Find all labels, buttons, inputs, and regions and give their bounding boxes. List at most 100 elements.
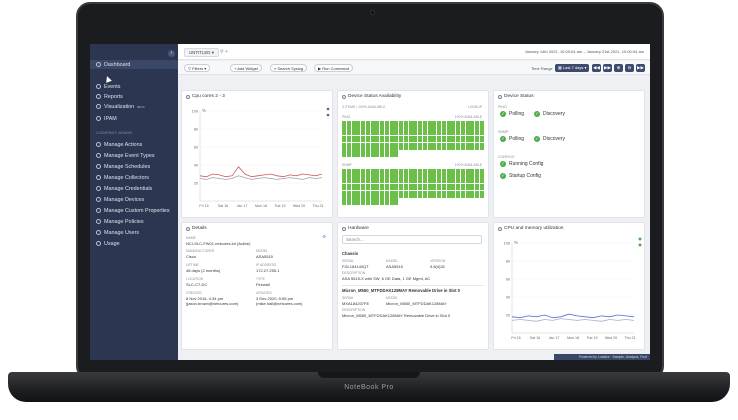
sidebar-item-manage-actions[interactable]: Manage Actions — [96, 140, 176, 149]
availability-cell[interactable] — [365, 176, 370, 184]
availability-cell[interactable] — [437, 121, 442, 128]
availability-cell[interactable] — [384, 135, 389, 143]
availability-cell[interactable] — [413, 142, 418, 150]
availability-cell[interactable] — [451, 176, 456, 184]
availability-cell[interactable] — [394, 169, 399, 176]
availability-cell[interactable] — [408, 135, 413, 143]
availability-cell[interactable] — [432, 198, 436, 205]
availability-cell[interactable] — [460, 190, 465, 198]
availability-cell[interactable] — [342, 128, 347, 136]
availability-cell[interactable] — [399, 198, 403, 205]
availability-cell[interactable] — [446, 142, 451, 150]
availability-cell[interactable] — [346, 121, 351, 128]
availability-cell[interactable] — [351, 190, 356, 198]
availability-cell[interactable] — [456, 121, 461, 128]
sidebar-item-manage-custom-properties[interactable]: Manage Custom Properties — [96, 206, 176, 215]
availability-cell[interactable] — [479, 135, 484, 143]
availability-cell[interactable] — [380, 183, 385, 191]
availability-cell[interactable] — [413, 121, 418, 128]
availability-cell[interactable] — [460, 135, 465, 143]
availability-cell[interactable] — [465, 190, 470, 198]
availability-cell[interactable] — [351, 176, 356, 184]
availability-cell[interactable] — [342, 176, 347, 184]
availability-cell[interactable] — [399, 142, 404, 150]
availability-cell[interactable] — [465, 135, 470, 143]
forward-icon[interactable]: ▶▶ — [603, 64, 612, 72]
availability-cell[interactable] — [346, 190, 351, 198]
availability-cell[interactable] — [375, 183, 380, 191]
availability-cell[interactable] — [384, 121, 389, 128]
availability-cell[interactable] — [380, 169, 385, 176]
availability-cell[interactable] — [384, 176, 389, 184]
availability-cell[interactable] — [465, 128, 470, 136]
availability-cell[interactable] — [370, 190, 375, 198]
availability-cell[interactable] — [441, 142, 446, 150]
availability-cell[interactable] — [418, 121, 423, 128]
availability-cell[interactable] — [365, 190, 370, 198]
availability-cell[interactable] — [394, 128, 399, 136]
availability-cell[interactable] — [375, 128, 380, 136]
availability-cell[interactable] — [456, 183, 461, 191]
availability-cell[interactable] — [422, 128, 427, 136]
sidebar-item-manage-collectors[interactable]: Manage Collectors — [96, 173, 176, 182]
availability-cell[interactable] — [413, 128, 418, 136]
availability-cell[interactable] — [456, 169, 461, 176]
availability-cell[interactable] — [479, 176, 484, 184]
availability-cell[interactable] — [446, 190, 451, 198]
availability-cell[interactable] — [361, 142, 366, 150]
availability-cell[interactable] — [346, 150, 351, 157]
availability-cell[interactable] — [365, 198, 370, 205]
cpu-chart[interactable]: % 100 80 60 40 20 Fri 15 Sat 16 Jan 17 Mon 18 Tue … — [182, 103, 332, 215]
availability-cell[interactable] — [422, 135, 427, 143]
availability-cell[interactable] — [351, 121, 356, 128]
availability-cell[interactable] — [380, 190, 385, 198]
availability-cell[interactable] — [437, 190, 442, 198]
availability-cell[interactable] — [437, 150, 441, 157]
availability-cell[interactable] — [466, 198, 470, 205]
availability-cell[interactable] — [460, 176, 465, 184]
availability-cell[interactable] — [389, 169, 394, 176]
availability-cell[interactable] — [356, 142, 361, 150]
availability-cell[interactable] — [418, 135, 423, 143]
availability-cell[interactable] — [342, 198, 347, 205]
availability-cell[interactable] — [389, 183, 394, 191]
sidebar-item-manage-policies[interactable]: Manage Policies — [96, 217, 176, 226]
availability-cell[interactable] — [384, 183, 389, 191]
availability-cell[interactable] — [403, 128, 408, 136]
availability-cell[interactable] — [456, 198, 460, 205]
availability-cell[interactable] — [342, 169, 347, 176]
availability-cell[interactable] — [413, 150, 417, 157]
availability-cell[interactable] — [409, 150, 413, 157]
availability-cell[interactable] — [380, 128, 385, 136]
availability-cell[interactable] — [346, 176, 351, 184]
availability-cell[interactable] — [413, 135, 418, 143]
availability-cell[interactable] — [351, 135, 356, 143]
availability-cell[interactable] — [375, 190, 380, 198]
availability-cell[interactable] — [437, 176, 442, 184]
availability-cell[interactable] — [470, 190, 475, 198]
availability-cell[interactable] — [427, 128, 432, 136]
availability-cell[interactable] — [389, 198, 394, 205]
availability-cell[interactable] — [432, 150, 436, 157]
sidebar-item-usage[interactable]: Usage — [96, 239, 176, 248]
sidebar-item-visualization[interactable]: Visualization BETA — [96, 102, 176, 111]
availability-cell[interactable] — [441, 135, 446, 143]
sidebar-item-manage-credentials[interactable]: Manage Credentials — [96, 184, 176, 193]
availability-cell[interactable] — [470, 169, 475, 176]
availability-cell[interactable] — [456, 142, 461, 150]
availability-cell[interactable] — [365, 169, 370, 176]
availability-cell[interactable] — [422, 183, 427, 191]
availability-cell[interactable] — [404, 150, 408, 157]
filters-button[interactable]: ▽ Filters ▾ — [184, 64, 211, 72]
availability-cell[interactable] — [432, 169, 437, 176]
availability-cell[interactable] — [403, 183, 408, 191]
availability-cell[interactable] — [475, 176, 480, 184]
availability-cell[interactable] — [375, 176, 380, 184]
availability-cell[interactable] — [413, 183, 418, 191]
zoom-out-icon[interactable]: ⊖ — [625, 64, 634, 72]
availability-cell[interactable] — [394, 183, 399, 191]
availability-cell[interactable] — [384, 150, 389, 157]
availability-cell[interactable] — [451, 142, 456, 150]
settings-gear-icon[interactable]: ⚙ — [322, 234, 326, 239]
availability-cell[interactable] — [480, 150, 484, 157]
